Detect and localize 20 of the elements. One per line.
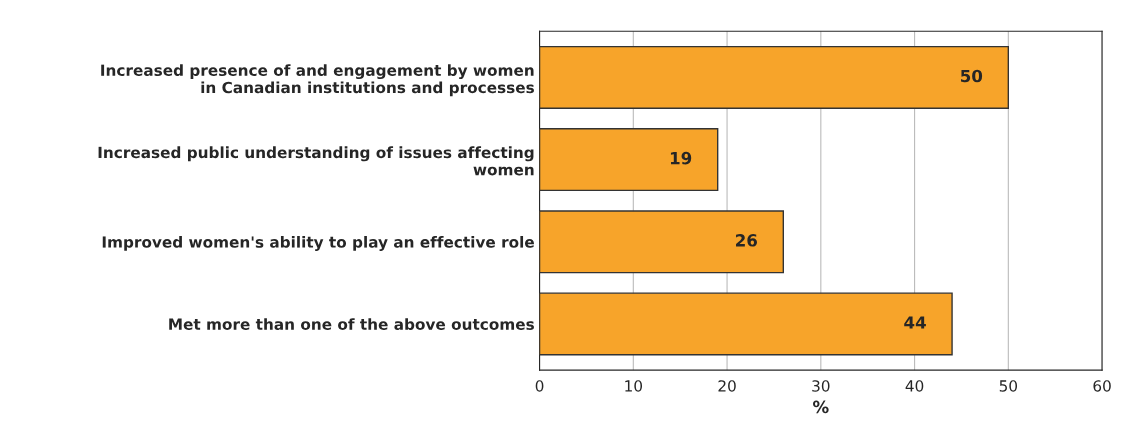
data-label: 26 [736,234,757,247]
x-tick-label: 40 [905,380,924,392]
y-tick-label: Improved women's ability to play an effective role [102,235,534,251]
bar [539,45,1010,109]
x-tick-label: 60 [1093,380,1111,392]
data-label: 50 [961,69,983,83]
bar [539,128,719,192]
x-tick-label: 0 [535,380,544,392]
x-tick-label: 50 [999,380,1018,392]
bar [539,210,785,274]
y-tick-label: Increased public understanding of issues affecting women [98,146,534,176]
y-tick-label: Increased presence of and engagement by women in Canadian institutions and processes [101,64,534,97]
y-tick-label: Met more than one of the above outcomes [169,318,534,330]
x-tick-label: 30 [812,380,830,392]
bar [539,292,953,356]
x-axis-title: % [813,400,829,414]
data-label: 19 [670,151,692,165]
x-tick-label: 10 [625,380,643,392]
data-label: 44 [904,316,926,329]
x-tick-label: 20 [718,380,736,392]
